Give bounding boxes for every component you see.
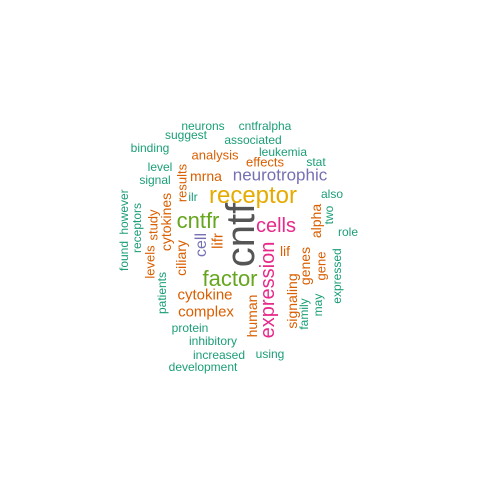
word-however: however [117, 189, 131, 235]
word-expressed: expressed [330, 248, 344, 304]
word-two: two [322, 205, 336, 225]
word-cntfralpha: cntfralpha [238, 119, 292, 133]
word-signal: signal [139, 173, 171, 187]
word-alpha: alpha [308, 203, 324, 239]
word-using: using [255, 347, 285, 361]
word-ilr: ilr [188, 190, 198, 204]
word-expression: expression [257, 241, 279, 339]
word-patients: patients [155, 271, 169, 315]
word-associated: associated [224, 133, 282, 147]
word-suggest: suggest [164, 128, 208, 142]
word-binding: binding [130, 141, 170, 155]
word-inhibitory: inhibitory [188, 334, 238, 348]
word-cell: cell [193, 232, 210, 258]
word-results: results [174, 163, 190, 203]
word-ciliary: ciliary [173, 240, 189, 276]
word-lifr: lifr [209, 233, 227, 249]
word-may: may [311, 293, 325, 317]
word-lif: lif [279, 243, 291, 259]
word-neurotrophic: neurotrophic [232, 165, 328, 185]
word-mrna: mrna [190, 168, 222, 184]
word-factor: factor [202, 266, 258, 291]
word-human: human [244, 294, 260, 338]
word-genes: genes [297, 246, 313, 286]
word-development: development [168, 360, 238, 374]
word-role: role [337, 225, 359, 239]
word-stat: stat [306, 155, 326, 169]
word-family: family [297, 298, 311, 330]
word-cntfr: cntfr [176, 208, 220, 233]
word-receptors: receptors [130, 202, 144, 254]
word-cells: cells [255, 215, 297, 237]
word-receptor: receptor [208, 182, 298, 209]
word-increased: increased [192, 348, 246, 362]
word-effects: effects [245, 154, 285, 170]
word-cytokines: cytokines [158, 192, 174, 252]
word-analysis: analysis [191, 147, 239, 163]
word-neurons: neurons [181, 119, 225, 133]
word-leukemia: leukemia [258, 145, 308, 159]
word-study: study [145, 209, 161, 241]
word-complex: complex [178, 303, 234, 321]
word-gene: gene [313, 251, 329, 281]
word-cytokine: cytokine [177, 286, 233, 304]
word-level: level [147, 160, 173, 174]
word-protein: protein [171, 321, 209, 335]
word-found: found [117, 240, 131, 272]
word-also: also [320, 187, 344, 201]
